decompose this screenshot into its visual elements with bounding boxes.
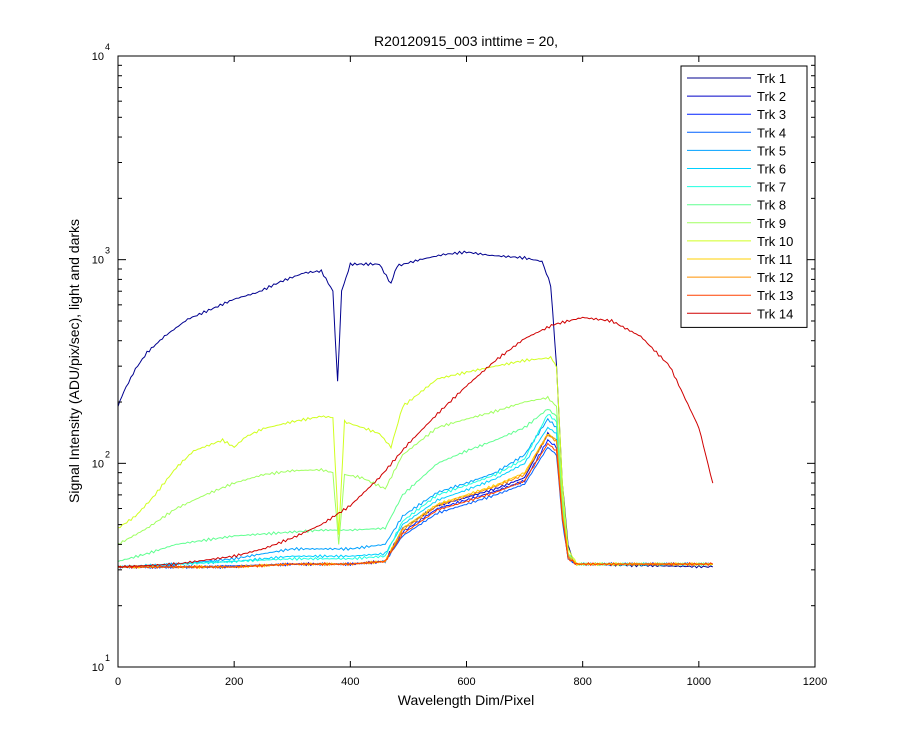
y-tick-label-exponent: 3 (105, 246, 110, 256)
legend-label: Trk 8 (757, 198, 786, 213)
x-axis: 0 200 400 600 800 1000 1200 (115, 56, 827, 688)
legend: Trk 1 Trk 2 Trk 3 Trk 4 Trk 5 Trk 6 Trk 7 Trk 8… (680, 65, 808, 328)
legend-label: Trk 10 (757, 234, 793, 249)
legend-label: Trk 6 (757, 162, 786, 177)
x-tick-label: 800 (573, 676, 591, 688)
x-tick-label: 0 (115, 676, 121, 688)
x-tick-label: 400 (341, 676, 359, 688)
series-line-trk-14 (118, 316, 714, 569)
plot-area (118, 250, 714, 570)
chart-title: R20120915_003 inttime = 20, (374, 33, 558, 49)
legend-label: Trk 7 (757, 180, 786, 195)
x-axis-label: Wavelength Dim/Pixel (398, 692, 534, 708)
x-tick-label: 1000 (687, 676, 711, 688)
y-axis-label: Signal Intensity (ADU/pix/sec), light an… (66, 219, 82, 503)
legend-label: Trk 14 (757, 306, 793, 321)
series-group (118, 250, 714, 570)
legend-label: Trk 3 (757, 107, 786, 122)
legend-label: Trk 13 (757, 288, 793, 303)
legend-label: Trk 4 (757, 125, 786, 140)
series-line-trk-13 (118, 442, 714, 570)
legend-label: Trk 2 (757, 89, 786, 104)
legend-label: Trk 9 (757, 216, 786, 231)
legend-label: Trk 12 (757, 270, 793, 285)
legend-label: Trk 11 (757, 252, 792, 267)
y-tick-label-base: 10 (92, 51, 104, 63)
legend-label: Trk 5 (757, 143, 786, 158)
y-tick-label-base: 10 (92, 458, 104, 470)
y-tick-label-base: 10 (92, 255, 104, 267)
x-tick-label: 1200 (803, 676, 827, 688)
y-tick-label-exponent: 2 (105, 449, 110, 459)
x-tick-label: 600 (457, 676, 475, 688)
x-tick-label: 200 (225, 676, 243, 688)
legend-label: Trk 1 (757, 71, 786, 86)
y-tick-label-base: 10 (92, 662, 104, 674)
legend-box (680, 65, 808, 328)
y-tick-label-exponent: 4 (105, 42, 110, 52)
y-tick-label-exponent: 1 (105, 653, 110, 663)
